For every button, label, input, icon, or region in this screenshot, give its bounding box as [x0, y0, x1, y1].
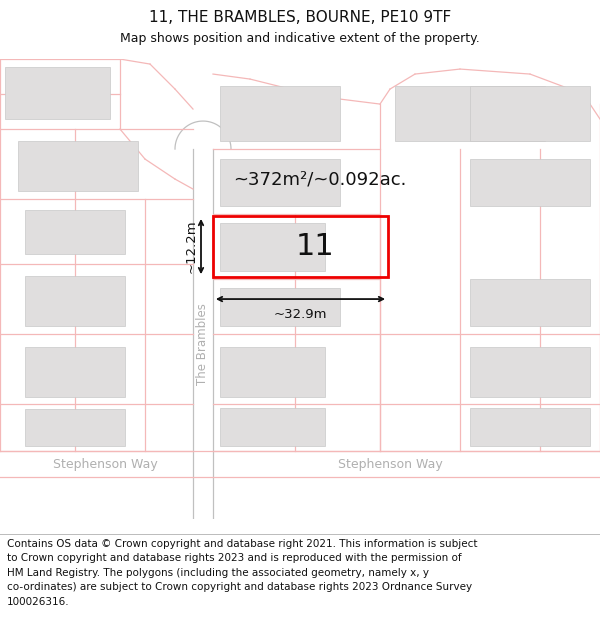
Bar: [220, 288, 340, 326]
Bar: [25, 347, 125, 397]
Polygon shape: [193, 149, 213, 519]
Bar: [220, 159, 340, 206]
Bar: [213, 216, 388, 277]
Text: The Brambles: The Brambles: [197, 303, 209, 385]
Bar: [220, 408, 325, 446]
Bar: [25, 409, 125, 446]
Polygon shape: [0, 451, 600, 477]
Text: Map shows position and indicative extent of the property.: Map shows position and indicative extent…: [120, 32, 480, 45]
Text: ~32.9m: ~32.9m: [274, 308, 327, 321]
Polygon shape: [175, 121, 231, 149]
Bar: [470, 279, 590, 326]
Text: Contains OS data © Crown copyright and database right 2021. This information is : Contains OS data © Crown copyright and d…: [7, 539, 478, 607]
Text: Stephenson Way: Stephenson Way: [53, 458, 157, 471]
Bar: [395, 86, 545, 141]
Text: 11: 11: [296, 232, 335, 261]
Text: ~12.2m: ~12.2m: [185, 220, 198, 273]
Text: Stephenson Way: Stephenson Way: [338, 458, 442, 471]
Text: ~372m²/~0.092ac.: ~372m²/~0.092ac.: [233, 170, 406, 188]
Bar: [470, 159, 590, 206]
Bar: [470, 86, 590, 141]
Bar: [470, 347, 590, 397]
Bar: [25, 276, 125, 326]
Bar: [470, 408, 590, 446]
Bar: [25, 210, 125, 254]
Bar: [220, 223, 325, 271]
Bar: [220, 347, 325, 397]
Bar: [5, 67, 110, 119]
Bar: [220, 86, 340, 141]
Text: 11, THE BRAMBLES, BOURNE, PE10 9TF: 11, THE BRAMBLES, BOURNE, PE10 9TF: [149, 10, 451, 25]
Bar: [18, 141, 138, 191]
